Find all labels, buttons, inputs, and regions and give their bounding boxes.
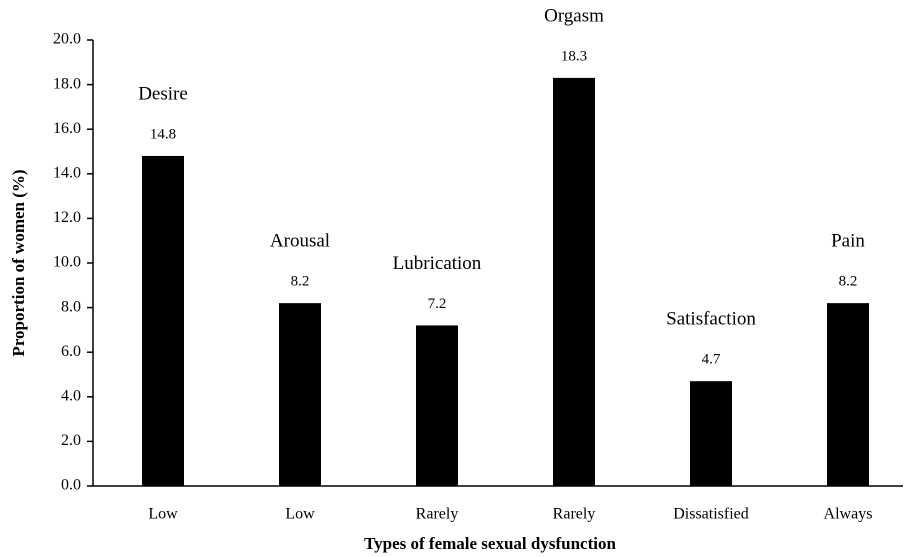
y-tick-label: 10.0 (53, 254, 81, 271)
group-label: Orgasm (544, 5, 604, 26)
x-axis-title: Types of female sexual dysfunction (364, 534, 616, 553)
y-tick-label: 2.0 (61, 432, 81, 449)
bar (416, 325, 458, 486)
y-tick-label: 16.0 (53, 120, 81, 137)
value-label: 14.8 (150, 126, 176, 142)
y-tick-label: 14.0 (53, 164, 81, 181)
y-tick-label: 18.0 (53, 75, 81, 92)
group-label: Pain (831, 230, 865, 251)
value-label: 18.3 (561, 48, 587, 64)
value-label: 7.2 (428, 296, 447, 312)
group-label: Lubrication (393, 253, 482, 274)
y-tick-label: 8.0 (61, 298, 81, 315)
y-tick-label: 20.0 (53, 31, 81, 48)
x-tick-label: Dissatisfied (673, 506, 749, 523)
group-label: Satisfaction (666, 309, 756, 330)
group-label: Desire (138, 83, 188, 104)
x-tick-label: Rarely (416, 506, 459, 523)
x-tick-label: Always (824, 506, 873, 523)
x-tick-label: Low (285, 506, 315, 523)
x-tick-label: Rarely (553, 506, 596, 523)
bar (279, 303, 321, 486)
bar (827, 303, 869, 486)
value-label: 8.2 (839, 274, 858, 290)
x-tick-label: Low (148, 506, 178, 523)
group-label: Arousal (270, 230, 330, 251)
bar (690, 381, 732, 486)
y-tick-label: 0.0 (61, 477, 81, 494)
value-label: 4.7 (702, 352, 721, 368)
y-tick-label: 4.0 (61, 387, 81, 404)
value-label: 8.2 (291, 274, 310, 290)
bar (553, 77, 595, 486)
y-tick-label: 12.0 (53, 209, 81, 226)
bar (142, 155, 184, 486)
y-tick-label: 6.0 (61, 343, 81, 360)
y-axis-title: Proportion of women (%) (9, 169, 28, 356)
